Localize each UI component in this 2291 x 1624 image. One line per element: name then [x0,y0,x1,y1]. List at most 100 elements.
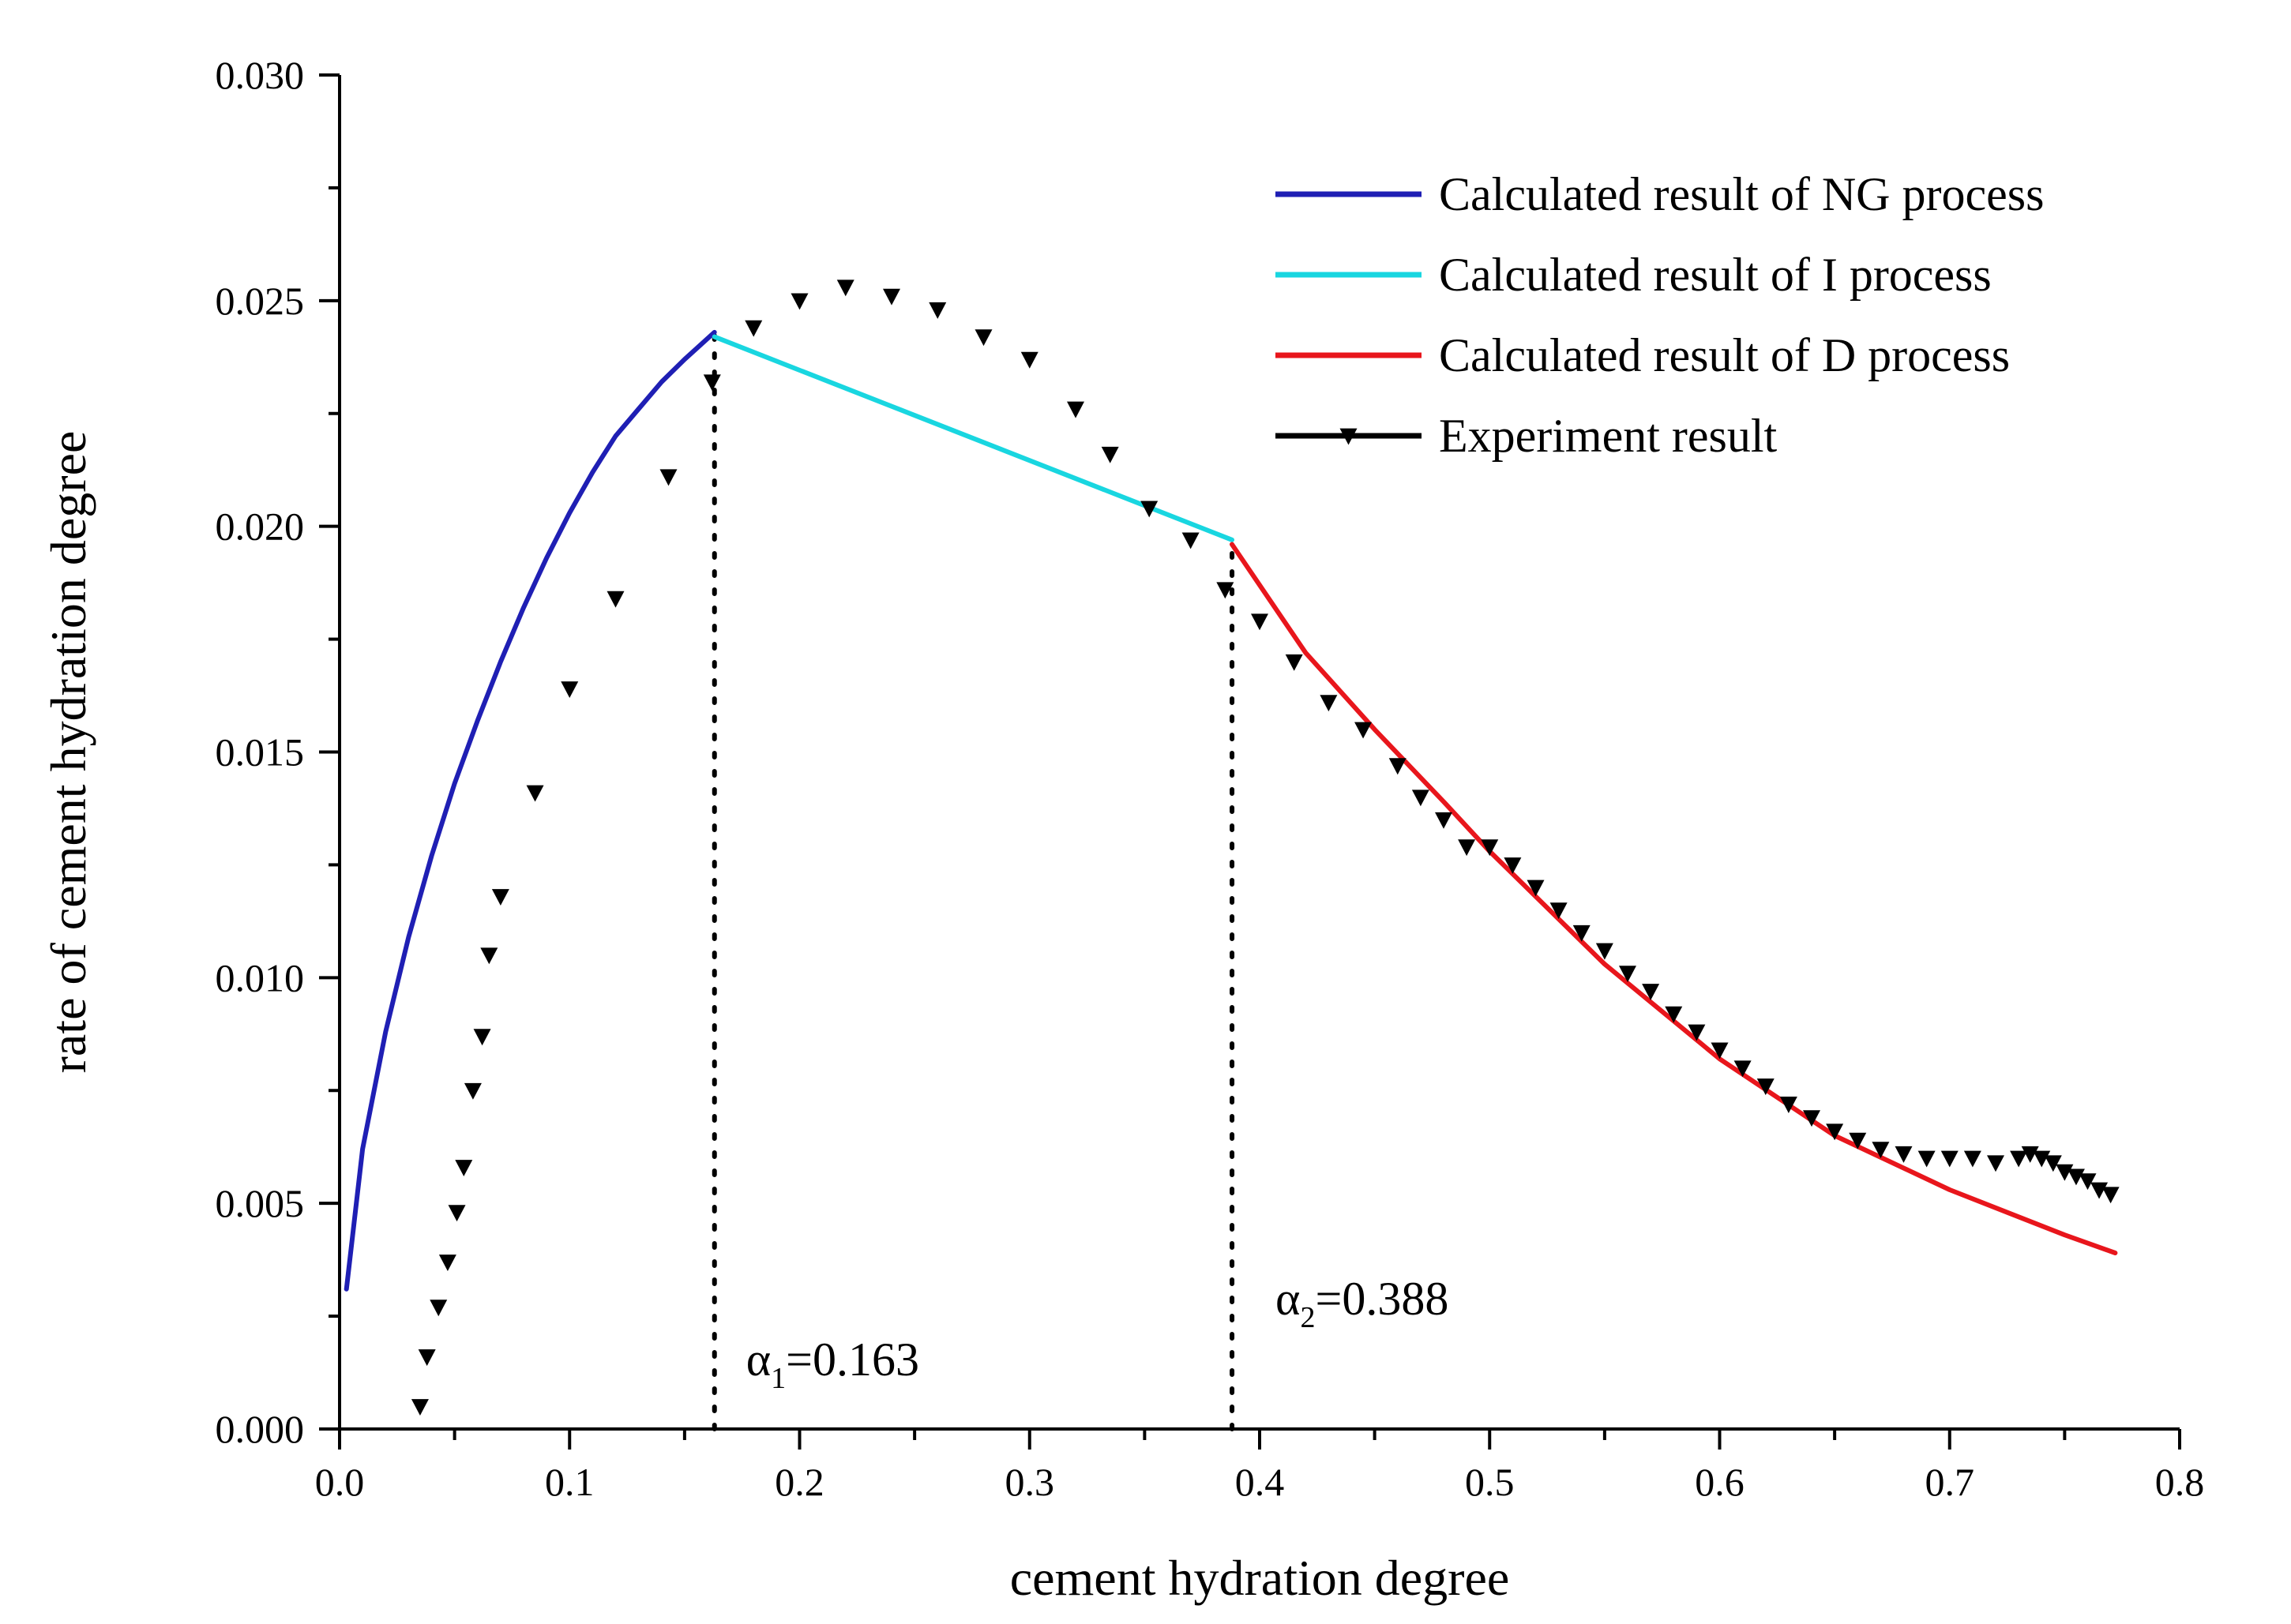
alpha-symbol: α [746,1333,771,1386]
experiment-point [2056,1164,2074,1181]
legend-label: Experiment result [1439,410,1778,462]
experiment-point [1140,501,1159,518]
experiment-point [1411,789,1429,807]
experiment-point [491,889,509,906]
experiment-point [430,1300,448,1317]
experiment-point [464,1082,482,1100]
alpha-annotations: α1=0.163 α2=0.388 [746,1273,1449,1395]
experiment-point [1826,1123,1844,1141]
experiment-point [1481,839,1499,857]
experiment-point [1595,943,1613,960]
x-tick-label: 0.6 [1695,1460,1745,1504]
y-tick-label: 0.010 [216,955,305,1000]
y-tick-label: 0.025 [216,279,305,323]
series-line-calculated-result-of-d-process [1230,542,2118,1255]
experiment-point [1181,532,1200,549]
experiment-point [1733,1060,1752,1078]
experiment-point [1101,446,1119,463]
series-line-calculated-result-of-ng-process [344,329,717,1292]
y-tick-label: 0.015 [216,730,305,774]
experiment-point [1917,1150,1936,1168]
legend-label: Calculated result of D process [1439,329,2010,381]
alpha-guide-lines [712,329,1235,1431]
legend-label: Calculated result of NG process [1439,168,2044,220]
experiment-point [1549,902,1568,920]
experiment-point [1779,1097,1797,1113]
experiment-point [703,374,721,392]
alpha-subscript: 2 [1300,1301,1315,1334]
x-tick-label: 0.0 [315,1460,365,1504]
legend-label: Calculated result of I process [1439,249,1992,301]
x-tick-label: 0.7 [1925,1460,1975,1504]
experiment-point [1504,857,1522,874]
experiment-point [448,1205,466,1222]
experiment-point [2044,1155,2062,1172]
series-line-calculated-result-of-i-process [712,334,1234,542]
experiment-point [2010,1150,2028,1168]
experiment-point [1940,1150,1959,1168]
experiment-point [2090,1182,2109,1199]
legend: Calculated result of NG process Calculate… [1275,168,2044,462]
experiment-point [659,469,678,486]
experiment-point [473,1029,491,1046]
y-tick-label: 0.020 [216,504,305,549]
alpha-annotation-2: α2=0.388 [1275,1273,1448,1334]
experiment-point [1688,1024,1706,1041]
experiment-point [929,302,947,319]
experiment-point [2033,1150,2051,1168]
experiment-point [1895,1146,1913,1163]
experiment-point [1872,1142,1890,1159]
experiment-point [1388,758,1407,775]
experiment-point [607,591,625,608]
experiment-point [2101,1187,2120,1204]
alpha-value: =0.163 [786,1333,919,1386]
experiment-point [1963,1150,1981,1168]
experiment-point [745,320,763,337]
experiment-point [1216,582,1234,599]
experiment-point [1458,839,1476,857]
experiment-point [1803,1110,1820,1127]
x-tick-label: 0.4 [1235,1460,1285,1504]
experiment-point [2067,1168,2085,1186]
series-layer [344,279,2120,1416]
y-tick-label: 0.030 [216,53,305,97]
experiment-point [1320,695,1338,712]
x-tick-label: 0.1 [545,1460,595,1504]
x-tick-label: 0.8 [2155,1460,2205,1504]
experiment-point [1987,1155,2004,1172]
experiment-point [1435,812,1452,829]
experiment-point [1572,925,1591,942]
experiment-point [883,288,900,306]
experiment-point [2021,1146,2039,1163]
x-tick-label: 0.3 [1005,1460,1055,1504]
x-axis-title: cement hydration degree [1010,1550,1510,1606]
x-tick-label: 0.2 [775,1460,824,1504]
experiment-point [1067,401,1084,418]
experiment-point [411,1399,429,1416]
legend-swatch-marker [1339,428,1358,445]
experiment-point [1020,351,1038,369]
experiment-point [1251,613,1268,631]
experiment-point [418,1349,436,1367]
axes: 0.0 0.1 0.2 0.3 0.4 0.5 0.6 0.7 0.8 0.0000.0050.… [216,53,2205,1504]
experiment-point [438,1255,456,1272]
experiment-point [791,293,809,310]
experiment-point [1711,1042,1729,1060]
experiment-point [836,279,854,297]
experiment-point [2079,1173,2097,1191]
experiment-point [526,785,544,802]
experiment-point [1527,880,1545,897]
experiment-point [455,1160,473,1176]
alpha-value: =0.388 [1315,1273,1448,1325]
experiment-point [561,681,579,699]
experiment-point [1642,984,1660,1001]
experiment-point [1849,1132,1867,1150]
experiment-point [1285,654,1303,671]
experiment-point [480,947,498,965]
x-axis-ticks: 0.0 0.1 0.2 0.3 0.4 0.5 0.6 0.7 0.8 [315,1429,2205,1504]
y-tick-label: 0.005 [216,1181,305,1225]
y-tick-label: 0.000 [216,1407,305,1451]
alpha-subscript: 1 [771,1362,786,1395]
y-axis-ticks: 0.000 0.005 0.010 0.015 0.020 0.025 0.030 [216,53,340,1451]
